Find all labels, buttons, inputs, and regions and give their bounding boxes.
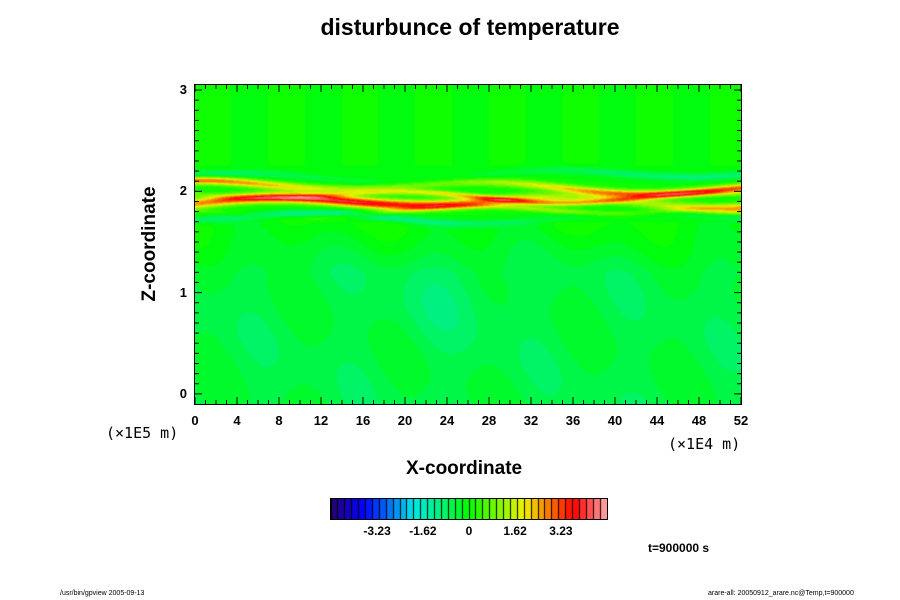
plot-area	[194, 84, 742, 405]
x-tick-label: 24	[439, 413, 455, 428]
colorbar	[330, 498, 608, 520]
x-tick-label: 52	[733, 413, 749, 428]
y-tick-label: 2	[179, 183, 187, 199]
x-tick-label: 12	[313, 413, 329, 428]
y-tick-label: 1	[179, 284, 187, 300]
x-tick-label: 20	[397, 413, 413, 428]
colorbar-canvas	[331, 499, 607, 519]
colorbar-tick-label: 1.62	[503, 524, 527, 538]
colorbar-tick-label: -3.23	[363, 524, 391, 538]
y-axis-label: Z-coordinate	[139, 186, 160, 302]
time-annotation: t=900000 s	[648, 541, 710, 555]
x-tick-label: 8	[275, 413, 283, 428]
x-axis-label: X-coordinate	[406, 458, 523, 479]
y-axis-unit: (×1E5 m)	[106, 424, 179, 442]
colorbar-tick-label: -1.62	[409, 524, 437, 538]
colorbar-tick-label: 3.23	[549, 524, 573, 538]
x-tick-label: 36	[565, 413, 581, 428]
footer-left: /usr/bin/gpview 2005-09-13	[60, 590, 145, 597]
x-tick-label: 32	[523, 413, 539, 428]
y-tick-label: 3	[179, 82, 187, 98]
x-tick-label: 40	[607, 413, 623, 428]
colorbar-tick-label: 0	[465, 524, 473, 538]
x-tick-label: 28	[481, 413, 497, 428]
x-tick-label: 44	[649, 413, 665, 428]
footer-right: arare-all: 20050912_arare.nc@Temp,t=9000…	[708, 590, 854, 597]
x-tick-label: 4	[233, 413, 241, 428]
y-tick-label: 0	[179, 385, 187, 401]
x-tick-label: 0	[191, 413, 199, 428]
chart-title: disturbunce of temperature	[320, 14, 620, 40]
x-axis-unit: (×1E4 m)	[668, 435, 741, 453]
x-tick-label: 16	[355, 413, 371, 428]
heatmap-canvas	[194, 84, 742, 405]
x-tick-label: 48	[691, 413, 707, 428]
